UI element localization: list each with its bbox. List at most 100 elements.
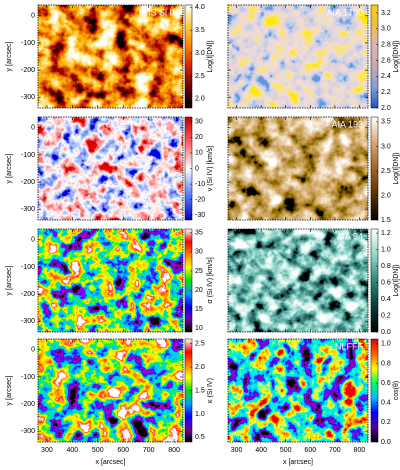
colorbar-tick-label: 2.0 [381, 192, 391, 199]
colorbar-label: Log(I[DN]) [393, 152, 400, 184]
panel-frame [227, 116, 369, 221]
colorbar-tick-label: 0.8 [381, 360, 391, 367]
panel-frame [37, 338, 184, 443]
image-panel [38, 117, 183, 220]
y-tick-label: -300 [21, 206, 35, 213]
colorbar-tick-label: 2.0 [195, 96, 205, 103]
panel-frame [37, 4, 184, 109]
colorbar-label: σ (Si IV) [km/s] [207, 257, 214, 303]
colorbar-tick-label: 2.2 [381, 89, 391, 96]
colorbar-tick-label: 0 [195, 165, 199, 172]
colorbar-tick-label: 2.0 [381, 105, 391, 112]
colorbar-tick-label: 20 [195, 287, 203, 294]
y-axis-label: y [arcsec] [6, 265, 13, 295]
panel-frame [227, 228, 369, 333]
colorbar [370, 4, 379, 109]
colorbar [370, 338, 379, 443]
colorbar-tick-label: 10 [195, 150, 203, 157]
y-tick-label: -300 [21, 94, 35, 101]
y-tick-label: -200 [21, 179, 35, 186]
colorbar-tick-label: 3.2 [381, 10, 391, 17]
colorbar [184, 228, 193, 333]
y-tick-label: -100 [21, 264, 35, 271]
colorbar-tick-label: 20 [195, 134, 203, 141]
colorbar-tick-label: 0.6 [381, 279, 391, 286]
y-tick-label: -300 [21, 318, 35, 325]
colorbar-tick-label: 0.4 [381, 400, 391, 407]
colorbar-tick-label: -10 [195, 181, 205, 188]
colorbar-tick-label: 10 [195, 325, 203, 332]
image-panel [38, 229, 183, 332]
colorbar-tick-label: 0.6 [381, 380, 391, 387]
y-tick-label: 0 [31, 125, 35, 132]
colorbar-label: Log(I[DN]) [393, 264, 400, 296]
x-axis-label: x [arcsec] [96, 459, 126, 466]
colorbar-tick-label: 3.5 [195, 27, 205, 34]
panel-label: AIA 94 [336, 231, 363, 241]
x-tick-label: 300 [41, 447, 53, 454]
y-tick-label: -100 [21, 374, 35, 381]
y-axis-label: y [arcsec] [6, 375, 13, 405]
y-tick-label: -200 [21, 291, 35, 298]
colorbar-tick-label: 3.0 [195, 50, 205, 57]
colorbar-label: Log(I[DN]) [393, 40, 400, 72]
panel-frame [37, 116, 184, 221]
x-tick-label: 800 [354, 447, 366, 454]
x-tick-label: 300 [231, 447, 243, 454]
panel-label: NLFFF [335, 341, 364, 351]
colorbar-tick-label: 3.5 [381, 119, 391, 126]
y-tick-label: -200 [21, 401, 35, 408]
colorbar-tick-label: 1.5 [381, 217, 391, 224]
x-axis-label: x [arcsec] [283, 459, 313, 466]
colorbar-tick-label: 2.6 [381, 57, 391, 64]
colorbar-tick-label: 30 [195, 249, 203, 256]
colorbar-tick-label: 2.8 [381, 41, 391, 48]
y-tick-label: -100 [21, 152, 35, 159]
colorbar-tick-label: -30 [195, 212, 205, 219]
x-tick-label: 700 [329, 447, 341, 454]
colorbar-tick-label: 0.0 [381, 329, 391, 336]
colorbar [370, 116, 379, 221]
y-tick-label: 0 [31, 347, 35, 354]
colorbar-tick-label: 3.0 [381, 26, 391, 33]
colorbar-label: Log(I[DN]) [207, 40, 214, 72]
colorbar-tick-label: 1.5 [195, 387, 205, 394]
colorbar-tick-label: 0.8 [381, 263, 391, 270]
image-panel [38, 339, 183, 442]
panel-frame [37, 228, 184, 333]
colorbar [370, 228, 379, 333]
panel-frame [227, 4, 369, 109]
colorbar-tick-label: 4.0 [195, 4, 205, 11]
colorbar-tick-label: 0.0 [381, 439, 391, 446]
image-panel [228, 117, 368, 220]
image-panel [228, 229, 368, 332]
colorbar-tick-label: 0.2 [381, 419, 391, 426]
colorbar-tick-label: 1.0 [381, 246, 391, 253]
x-tick-label: 600 [117, 447, 129, 454]
colorbar-tick-label: 2.5 [195, 341, 205, 348]
colorbar-label: κ (Si IV) [207, 378, 214, 403]
image-panel [228, 339, 368, 442]
panel-label: AIA 1700 [326, 7, 363, 17]
colorbar-tick-label: 2.4 [381, 73, 391, 80]
y-axis-label: y [arcsec] [6, 153, 13, 183]
colorbar-tick-label: 1.0 [381, 341, 391, 348]
colorbar-tick-label: 15 [195, 306, 203, 313]
x-tick-label: 500 [92, 447, 104, 454]
panel-label: AIA 193 [331, 119, 363, 129]
image-panel [38, 5, 183, 108]
colorbar-tick-label: 2.0 [195, 364, 205, 371]
panel-label: IRIS Si IV [139, 7, 178, 17]
colorbar-label: v (Si IV) [km/s] [207, 146, 214, 192]
colorbar-tick-label: 30 [195, 119, 203, 126]
colorbar-tick-label: 25 [195, 268, 203, 275]
colorbar-tick-label: 1.0 [195, 411, 205, 418]
panel-frame [227, 338, 369, 443]
colorbar-tick-label: 2.5 [381, 168, 391, 175]
y-axis-label: y [arcsec] [6, 41, 13, 71]
x-tick-label: 600 [304, 447, 316, 454]
x-tick-label: 500 [280, 447, 292, 454]
x-tick-label: 400 [66, 447, 78, 454]
colorbar [184, 4, 193, 109]
